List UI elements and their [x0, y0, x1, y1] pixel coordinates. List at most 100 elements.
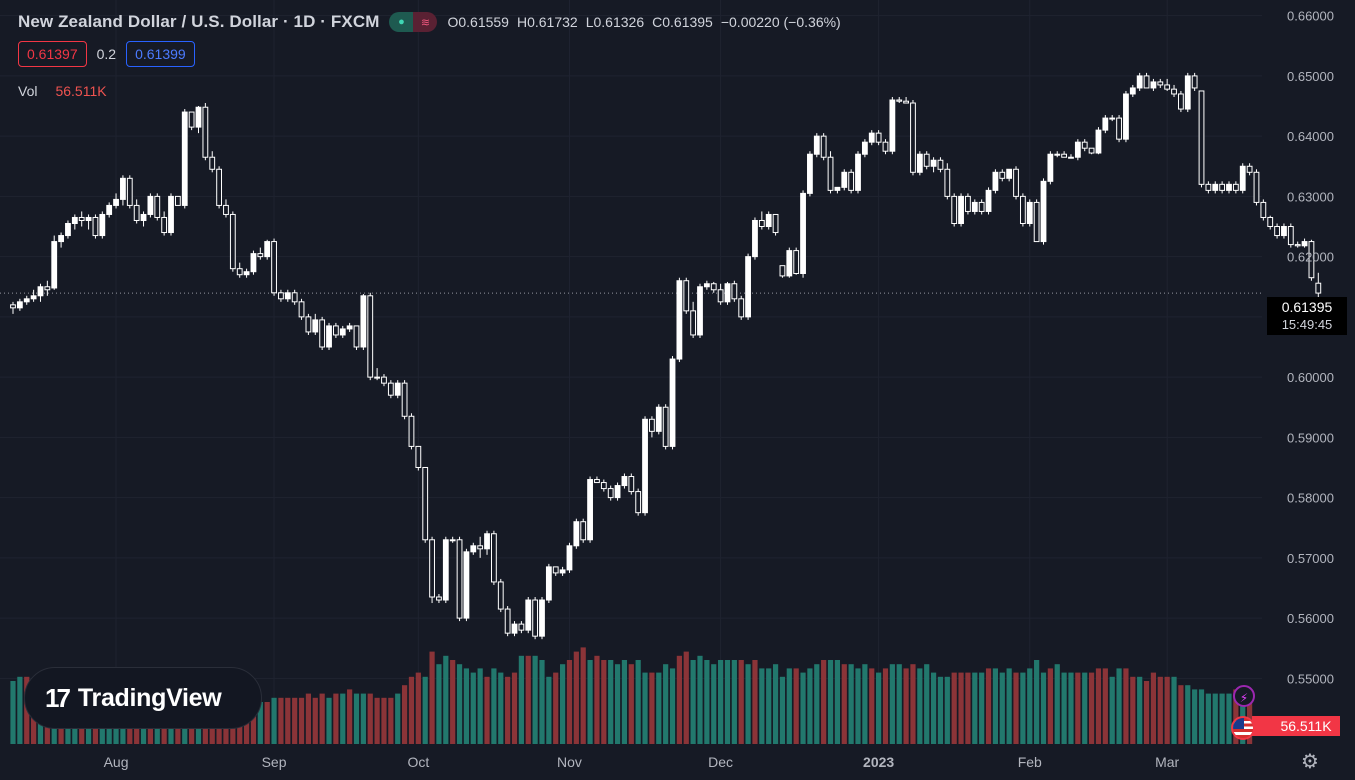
volume-bar: [1040, 672, 1047, 744]
candle-body-up: [655, 406, 662, 432]
high-value: 0.61732: [527, 14, 578, 30]
buy-button[interactable]: 0.61399: [126, 41, 195, 67]
candle-body-up: [1184, 75, 1191, 110]
candle: [978, 199, 985, 215]
volume-bar: [312, 697, 318, 744]
volume-bar: [676, 655, 682, 744]
candle-body-down: [126, 177, 133, 206]
lightning-icon[interactable]: ⚡: [1233, 685, 1255, 707]
candle: [1239, 163, 1246, 194]
candle: [422, 466, 429, 543]
candle: [360, 293, 367, 351]
volume-bar: [1123, 668, 1129, 744]
candle: [587, 476, 593, 543]
volume-bar: [525, 655, 531, 744]
volume-bar: [573, 651, 579, 744]
volume-bar: [1006, 668, 1012, 744]
candle: [951, 193, 958, 227]
symbol-title[interactable]: New Zealand Dollar / U.S. Dollar · 1D · …: [18, 12, 380, 31]
candle: [1074, 139, 1081, 161]
candle-body-up: [264, 241, 271, 258]
volume-bar: [1157, 676, 1163, 744]
spread-value: 0.2: [96, 46, 117, 62]
candle-body-down: [951, 195, 958, 225]
candle-body-up: [525, 599, 532, 631]
candle: [319, 316, 326, 351]
candle-body-up: [511, 623, 518, 634]
candle-body-down: [649, 418, 655, 432]
volume-bar: [271, 697, 277, 744]
candle-body-down: [387, 382, 394, 396]
volume-bar: [326, 697, 332, 744]
volume-bar: [560, 664, 566, 744]
candle: [1129, 84, 1136, 97]
candle: [37, 283, 44, 302]
candle-body-up: [614, 485, 621, 499]
candle: [930, 157, 937, 173]
y-tick-label: 0.58000: [1287, 491, 1334, 506]
candle-body-down: [717, 289, 724, 303]
candle: [415, 445, 422, 471]
candle-body-up: [106, 204, 113, 215]
candle-body-down: [367, 295, 374, 378]
volume-bar: [855, 668, 861, 744]
candle: [1102, 115, 1109, 134]
candle-body-down: [1232, 183, 1239, 191]
volume-bar: [807, 668, 813, 744]
sell-button[interactable]: 0.61397: [18, 41, 87, 67]
candle: [1123, 90, 1129, 143]
candle: [703, 280, 710, 290]
candle-body-down: [78, 216, 85, 221]
tradingview-logo[interactable]: 17 TradingView: [24, 667, 262, 729]
volume-bar: [264, 702, 270, 744]
volume-bar: [882, 668, 889, 744]
volume-badge: 56.511K: [1252, 716, 1340, 736]
candle-body-up: [1129, 87, 1136, 95]
candle-body-down: [1205, 183, 1212, 191]
time-axis: Aug Sep Oct Nov Dec 2023 Feb Mar: [104, 754, 1180, 770]
candle-body-down: [1260, 201, 1267, 218]
candle: [1274, 223, 1280, 239]
candle-body-up: [930, 159, 937, 167]
volume-bar: [889, 664, 895, 744]
candle-body-down: [1219, 183, 1226, 191]
candle: [758, 211, 765, 230]
candle: [800, 190, 806, 278]
candle: [278, 289, 284, 302]
candle: [1068, 154, 1074, 159]
candle-body-up: [23, 298, 30, 303]
candle-body-up: [807, 153, 813, 194]
candle: [140, 211, 147, 227]
volume-bar: [704, 660, 710, 744]
candle: [113, 193, 119, 209]
candle-body-up: [539, 599, 545, 637]
candle: [594, 476, 600, 484]
gear-icon[interactable]: ⚙: [1301, 751, 1319, 773]
candle-body-up: [120, 177, 126, 200]
candle: [1164, 78, 1171, 91]
candle-body-down: [662, 406, 669, 447]
candle: [229, 211, 236, 272]
candle-body-down: [944, 168, 951, 197]
candle: [820, 133, 827, 161]
volume-bar: [1013, 672, 1019, 744]
candle-body-up: [545, 566, 552, 601]
candle: [298, 298, 305, 320]
us-flag-icon[interactable]: [1231, 716, 1255, 740]
candle-body-down: [827, 156, 834, 191]
volume-bar: [1198, 689, 1205, 744]
x-tick-label: Feb: [1018, 754, 1042, 770]
candle-body-up: [374, 376, 381, 379]
candle: [305, 313, 312, 335]
volume-bar: [628, 664, 634, 744]
candle-body-down: [1253, 171, 1260, 203]
candle: [1136, 72, 1143, 91]
market-status-toggle[interactable]: ● ≋: [389, 12, 438, 32]
candle: [669, 356, 676, 450]
candle-body-up: [30, 295, 37, 300]
volume-bar: [1137, 676, 1143, 744]
candle: [903, 96, 910, 104]
x-tick-label: Sep: [262, 754, 287, 770]
volume-legend[interactable]: Vol 56.511K: [18, 83, 107, 99]
